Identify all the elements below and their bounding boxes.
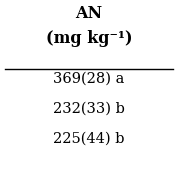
Text: 369(28) a: 369(28) a (53, 71, 125, 85)
Text: AN: AN (75, 5, 103, 22)
Text: 232(33) b: 232(33) b (53, 101, 125, 116)
Text: 225(44) b: 225(44) b (53, 132, 125, 146)
Text: (mg kg⁻¹): (mg kg⁻¹) (46, 30, 132, 47)
